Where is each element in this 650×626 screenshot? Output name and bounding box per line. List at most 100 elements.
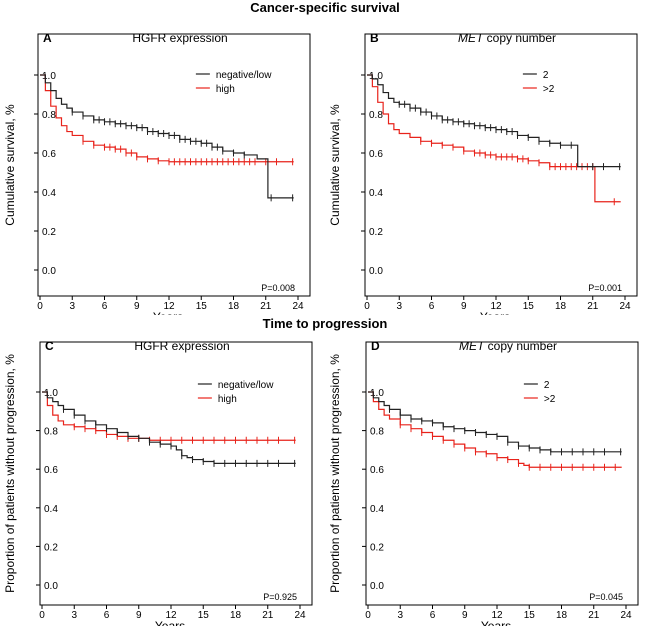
x-tick-label: 24 — [294, 610, 306, 621]
chart-panel-b: B MET copy number 0.0 0.2 0.4 0.6 0.8 1.0 0 3 6 9 12… — [328, 31, 638, 315]
legend-label: high — [216, 84, 235, 95]
x-tick-label: 0 — [39, 610, 45, 621]
y-tick-label: 0.0 — [370, 581, 384, 592]
y-tick-label: 0.2 — [44, 542, 58, 553]
x-tick-label: 12 — [491, 610, 503, 621]
x-tick-label: 0 — [364, 301, 370, 312]
panel-letter: A — [43, 31, 52, 45]
y-axis-label: Cumulative survival, % — [328, 104, 342, 226]
x-tick-label: 9 — [462, 610, 468, 621]
p-value: P=0.001 — [588, 283, 622, 293]
panel-letter: C — [45, 339, 54, 353]
x-axis-label: Years — [155, 619, 185, 626]
legend-label: 2 — [543, 70, 549, 81]
p-value: P=0.045 — [589, 592, 623, 602]
x-tick-label: 6 — [104, 610, 110, 621]
plot-frame — [364, 33, 638, 297]
x-tick-label: 24 — [619, 301, 631, 312]
x-tick-label: 21 — [260, 301, 272, 312]
x-tick-label: 6 — [430, 610, 436, 621]
y-tick-label: 0.2 — [42, 227, 56, 238]
x-axis-label: Years — [153, 310, 183, 315]
y-axis-label: Proportion of patients without progressi… — [3, 354, 17, 593]
y-tick-label: 0.4 — [370, 504, 384, 515]
x-tick-label: 18 — [230, 610, 242, 621]
plot-frame — [37, 33, 311, 297]
series-line-black — [42, 391, 296, 465]
x-tick-label: 6 — [429, 301, 435, 312]
plot-frame — [39, 341, 313, 606]
x-tick-label: 21 — [262, 610, 274, 621]
section-title-time-to-progression: Time to progression — [262, 316, 388, 331]
y-tick-label: 0.4 — [44, 504, 58, 515]
x-tick-label: 21 — [588, 610, 600, 621]
y-tick-label: 0.4 — [369, 188, 383, 199]
x-tick-label: 6 — [102, 301, 108, 312]
x-tick-label: 9 — [136, 610, 142, 621]
y-tick-label: 1.0 — [369, 71, 383, 82]
y-axis-label: Cumulative survival, % — [3, 104, 17, 226]
y-tick-label: 0.0 — [44, 581, 58, 592]
y-tick-label: 0.4 — [42, 188, 56, 199]
chart-title-rest: copy number — [483, 31, 556, 45]
x-tick-label: 3 — [396, 301, 402, 312]
y-tick-label: 0.8 — [370, 427, 384, 438]
x-axis-label: Years — [480, 310, 510, 315]
legend-label: >2 — [543, 84, 555, 95]
x-tick-label: 3 — [397, 610, 403, 621]
y-tick-label: 0.6 — [42, 149, 56, 160]
x-tick-label: 18 — [228, 301, 240, 312]
series-line-black — [368, 391, 622, 453]
legend-label: 2 — [544, 380, 550, 391]
legend-label: negative/low — [218, 380, 274, 391]
y-tick-label: 0.8 — [42, 110, 56, 121]
chart-panel-d: D MET copy number 0.0 0.2 0.4 0.6 0.8 1.0 0 3 6 9 12… — [328, 339, 639, 626]
x-axis-label: Years — [481, 619, 511, 626]
section-title-cancer-specific-survival: Cancer-specific survival — [250, 0, 400, 15]
x-tick-label: 12 — [165, 610, 177, 621]
y-tick-label: 0.2 — [369, 227, 383, 238]
panel-letter: D — [371, 339, 380, 353]
x-tick-label: 24 — [620, 610, 632, 621]
series-line-black — [367, 74, 621, 168]
x-tick-label: 12 — [490, 301, 502, 312]
y-tick-label: 1.0 — [42, 71, 56, 82]
x-tick-label: 9 — [461, 301, 467, 312]
y-tick-label: 1.0 — [370, 388, 384, 399]
x-tick-label: 15 — [196, 301, 208, 312]
series-line-red — [40, 74, 294, 163]
x-tick-label: 24 — [292, 301, 304, 312]
legend-label: high — [218, 394, 237, 405]
legend-label: >2 — [544, 394, 556, 405]
p-value: P=0.925 — [263, 592, 297, 602]
x-tick-label: 12 — [163, 301, 175, 312]
chart-title-italic: MET — [459, 339, 486, 353]
series-line-red — [367, 74, 621, 203]
x-tick-label: 21 — [587, 301, 599, 312]
x-tick-label: 15 — [198, 610, 210, 621]
plot-frame — [365, 341, 639, 606]
x-tick-label: 15 — [523, 301, 535, 312]
x-tick-label: 18 — [556, 610, 568, 621]
legend-label: negative/low — [216, 70, 272, 81]
panel-letter: B — [370, 31, 379, 45]
x-tick-label: 3 — [69, 301, 75, 312]
series-line-red — [368, 391, 622, 468]
x-tick-label: 18 — [555, 301, 567, 312]
series-line-black — [40, 74, 294, 199]
y-tick-label: 0.6 — [369, 149, 383, 160]
chart-panel-c: C HGFR expression 0.0 0.2 0.4 0.6 0.8 1.0 0 3 6 9 12… — [3, 339, 313, 626]
x-tick-label: 0 — [37, 301, 43, 312]
x-tick-label: 3 — [71, 610, 77, 621]
chart-title: HGFR expression — [132, 31, 227, 45]
series-line-red — [42, 391, 296, 441]
y-tick-label: 0.8 — [44, 427, 58, 438]
chart-title: MET copy number — [458, 31, 556, 45]
x-tick-label: 0 — [365, 610, 371, 621]
x-tick-label: 15 — [524, 610, 536, 621]
y-tick-label: 0.6 — [370, 465, 384, 476]
y-axis-label: Proportion of patients without progressi… — [328, 354, 342, 593]
y-tick-label: 1.0 — [44, 388, 58, 399]
chart-title-italic: MET — [458, 31, 485, 45]
y-tick-label: 0.6 — [44, 465, 58, 476]
